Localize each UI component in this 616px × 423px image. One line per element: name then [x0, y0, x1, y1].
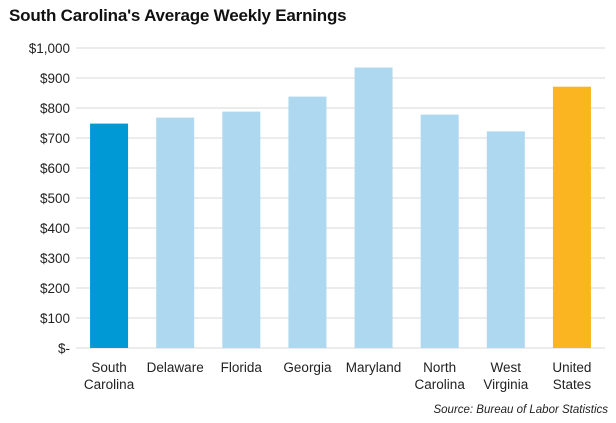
x-tick-label: Carolina	[84, 377, 135, 392]
bar	[420, 114, 459, 348]
bar	[486, 131, 525, 348]
bar	[354, 67, 393, 348]
x-tick-label: Florida	[221, 360, 263, 375]
y-tick-label: $1,000	[29, 41, 70, 56]
x-tick-label: West	[491, 360, 522, 375]
y-tick-label: $400	[40, 221, 70, 236]
y-tick-label: $500	[40, 191, 70, 206]
y-tick-label: $200	[40, 281, 70, 296]
bar	[222, 111, 261, 348]
x-tick-label: States	[553, 377, 592, 392]
x-tick-label: South	[91, 360, 126, 375]
x-tick-label: Georgia	[283, 360, 332, 375]
y-tick-label: $-	[58, 341, 70, 356]
bar	[156, 117, 195, 348]
y-tick-label: $600	[40, 161, 70, 176]
x-tick-label: United	[552, 360, 591, 375]
y-tick-label: $800	[40, 101, 70, 116]
bar	[552, 86, 591, 348]
y-tick-label: $300	[40, 251, 70, 266]
x-tick-label: Carolina	[415, 377, 466, 392]
x-tick-label: Virginia	[483, 377, 528, 392]
y-tick-label: $100	[40, 311, 70, 326]
x-axis: South Carolina Delaware Florida Georgia Maryl…	[84, 360, 592, 392]
x-tick-label: North	[423, 360, 456, 375]
source-note: Source: Bureau of Labor Statistics	[433, 404, 608, 416]
y-tick-label: $900	[40, 71, 70, 86]
bar	[288, 96, 327, 348]
y-axis: $- $100 $200 $300 $400 $500 $600 $700 $800 $900 $1…	[29, 41, 70, 356]
chart-title: South Carolina's Average Weekly Earnings	[9, 6, 347, 25]
x-tick-label: Delaware	[147, 360, 204, 375]
y-tick-label: $700	[40, 131, 70, 146]
gridlines	[76, 47, 605, 349]
x-tick-label: Maryland	[346, 360, 402, 375]
bar	[90, 123, 129, 348]
bars	[90, 67, 591, 348]
